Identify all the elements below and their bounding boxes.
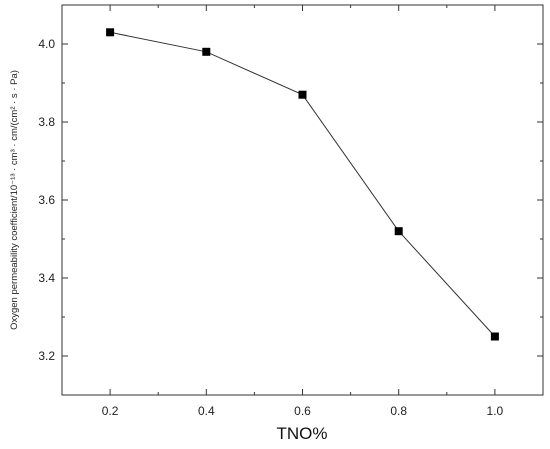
- y-tick-label: 3.2: [38, 349, 55, 363]
- axis-ticks: [61, 4, 544, 396]
- data-point: [202, 47, 211, 56]
- y-tick-label: 4.0: [38, 37, 55, 51]
- x-tick-label: 0.2: [102, 404, 119, 418]
- y-tick-label: 3.6: [38, 193, 55, 207]
- x-tick-label: 0.8: [390, 404, 407, 418]
- data-point: [298, 90, 307, 99]
- plot-frame: [61, 4, 544, 396]
- data-point: [490, 332, 499, 341]
- data-point: [394, 227, 403, 236]
- series-line: [110, 31, 496, 337]
- y-tick-label: 3.4: [38, 271, 55, 285]
- x-tick-label: 1.0: [487, 404, 504, 418]
- data-points: [106, 28, 499, 341]
- y-tick-label: 3.8: [38, 115, 55, 129]
- x-tick-labels: 0.2 0.4 0.6 0.8 1.0: [102, 404, 504, 418]
- x-axis-label: TNO%: [277, 424, 328, 443]
- data-point: [106, 28, 115, 37]
- y-axis-label: Oxygen permeability coefficient/10⁻¹³ · …: [9, 70, 20, 330]
- x-tick-label: 0.6: [294, 404, 311, 418]
- x-tick-label: 0.4: [198, 404, 215, 418]
- y-tick-labels: 3.2 3.4 3.6 3.8 4.0: [38, 37, 55, 363]
